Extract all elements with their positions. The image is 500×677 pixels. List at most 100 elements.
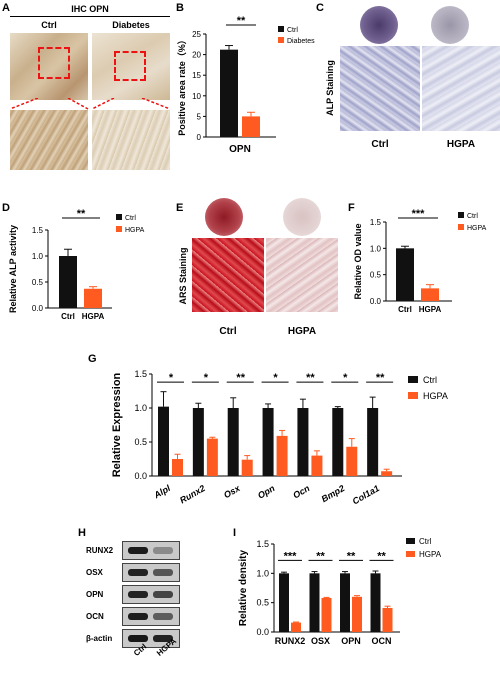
x-tick-label: HGPA (419, 305, 442, 314)
significance-label: ** (377, 550, 386, 562)
ihc-title: IHC OPN (71, 4, 109, 14)
significance-label: ** (306, 372, 315, 384)
y-tick-label: 5 (197, 112, 202, 121)
y-tick-label: 0.5 (370, 271, 382, 280)
panel-label-g: G (88, 353, 97, 365)
y-axis-label: Relative ALP activity (8, 225, 18, 313)
significance-label: * (204, 372, 209, 384)
chart-i-relative-density: 0.0 0.5 1.0 1.5 Relative density *** RUNX2 ** OS… (238, 537, 442, 646)
x-tick-label: Ctrl (61, 312, 75, 321)
significance-label: ** (77, 208, 86, 220)
legend-label: Ctrl (419, 537, 432, 546)
ars-hgpa-image (266, 238, 338, 312)
x-tick-label: RUNX2 (275, 636, 306, 646)
panel-label-d: D (2, 202, 10, 214)
alp-hgpa-image (422, 46, 500, 131)
chart-g-relative-expression: 0.0 0.5 1.0 1.5 Relative Expression * Alpl * Run… (111, 369, 448, 506)
legend-swatch (406, 538, 415, 544)
significance-label: * (273, 372, 278, 384)
wb-band-label: β-actin (86, 633, 113, 643)
x-tick-label: Osx (222, 483, 243, 501)
y-tick-label: 1.5 (370, 218, 382, 227)
y-tick-label: 1.0 (370, 244, 382, 253)
legend-swatch (458, 224, 464, 230)
significance-label: ** (316, 550, 325, 562)
bar-ctrl-runx2 (192, 408, 204, 476)
bar-hgpa-opn (276, 435, 288, 476)
bar-diabetes (242, 116, 260, 137)
bar-ctrl (396, 248, 414, 301)
ars-col-hgpa: HGPA (287, 326, 317, 337)
panel-label-b: B (176, 2, 184, 14)
legend-swatch (408, 376, 418, 383)
bar-ctrl-runx2 (279, 573, 289, 632)
x-tick-label: OSX (311, 636, 330, 646)
y-tick-label: 15 (192, 71, 201, 80)
bar-hgpa (84, 288, 102, 308)
y-axis-label: Relative density (238, 549, 249, 626)
significance-label: * (343, 372, 348, 384)
panel-label-h: H (78, 527, 86, 539)
bar-ctrl-ocn (297, 408, 309, 476)
ihc-ctrl-high-mag (10, 110, 88, 170)
chart-d-alp-activity: 0.0 0.5 1.0 1.5 Relative ALP activity Ctrl HGP… (8, 208, 145, 321)
ihc-ctrl-low-mag (10, 33, 88, 100)
ars-ctrl-image (192, 238, 264, 312)
x-tick-label: Bmp2 (320, 483, 347, 504)
x-tick-label: OPN (341, 636, 361, 646)
bar-ctrl-col1a1 (367, 408, 379, 476)
ars-col-ctrl: Ctrl (219, 326, 237, 337)
significance-label: ** (237, 15, 246, 27)
x-tick-label: Opn (256, 483, 277, 501)
chart-b-opn-positive-area: 0 5 10 15 20 25 Positive area rate（%） ** OPN Ctrl… (177, 15, 315, 155)
legend-swatch (116, 226, 122, 232)
bar-ctrl-ocn (370, 573, 381, 632)
y-tick-label: 1.0 (32, 252, 44, 261)
alp-col-hgpa: HGPA (446, 139, 476, 150)
y-tick-label: 0.5 (134, 437, 147, 447)
ihc-title-rule (10, 16, 170, 17)
bar-ctrl (59, 256, 77, 308)
alp-col-ctrl: Ctrl (371, 139, 389, 150)
alp-side-label: ALP Staining (325, 60, 335, 116)
ars-ctrl-well (205, 198, 243, 236)
ihc-diabetes-low-mag (92, 33, 170, 100)
y-tick-label: 0 (197, 133, 202, 142)
bar-hgpa (421, 288, 439, 301)
legend-swatch (458, 212, 464, 218)
ihc-col-ctrl: Ctrl (41, 20, 57, 30)
y-axis-label: Relative OD value (353, 223, 363, 299)
bar-ctrl (220, 49, 238, 137)
x-tick-label: Alpl (151, 483, 172, 501)
bar-ctrl-osx (227, 408, 239, 476)
y-tick-label: 20 (192, 51, 201, 60)
bar-ctrl-alpl (158, 406, 169, 476)
bar-ctrl-bmp2 (332, 408, 344, 476)
x-tick-label: HGPA (82, 312, 105, 321)
wb-row-opn: OPN (86, 584, 181, 604)
bar-hgpa-ocn (382, 607, 393, 632)
x-axis-label: OPN (229, 144, 251, 155)
wb-blot (122, 540, 180, 560)
legend-swatch (278, 26, 284, 32)
wb-band-label: OSX (86, 567, 103, 577)
y-tick-label: 0.0 (370, 297, 382, 306)
panel-label-e: E (176, 202, 184, 214)
significance-label: ** (236, 372, 245, 384)
bar-hgpa-col1a1 (381, 471, 393, 476)
wb-blot (122, 606, 180, 626)
significance-label: *** (284, 550, 298, 562)
bar-hgpa-alpl (172, 459, 183, 476)
bar-hgpa-runx2 (291, 622, 301, 632)
alp-hgpa-well (431, 6, 469, 44)
bar-hgpa-osx (321, 597, 332, 632)
x-tick-label: Runx2 (178, 483, 207, 505)
wb-band-label: OPN (86, 589, 104, 599)
legend-label: HGPA (423, 391, 448, 401)
y-tick-label: 0.0 (256, 627, 269, 637)
wb-blot (122, 562, 180, 582)
y-tick-label: 1.5 (32, 226, 44, 235)
bar-ctrl-opn (262, 408, 274, 476)
wb-row-osx: OSX (86, 562, 181, 582)
bar-hgpa-opn (352, 596, 362, 632)
